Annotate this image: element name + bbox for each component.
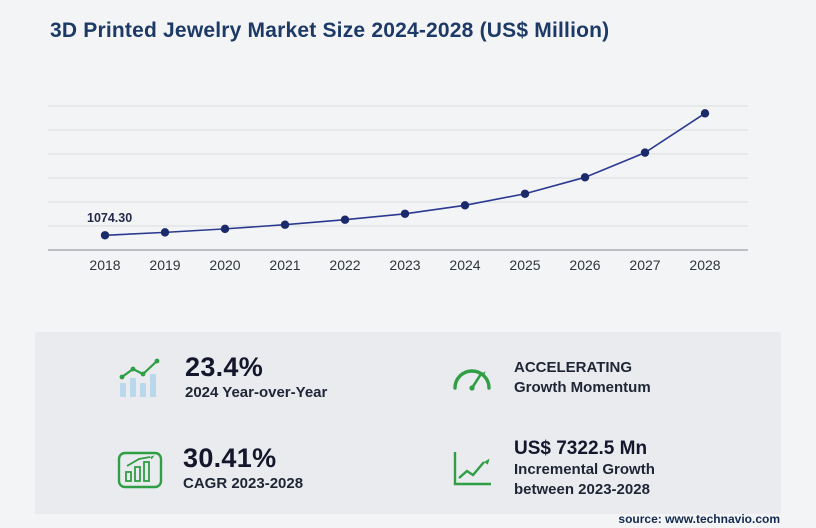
stats-panel: 23.4% 2024 Year-over-Year ACCELERATING G… — [35, 332, 781, 514]
speedometer-icon — [453, 368, 491, 391]
x-axis-label: 2024 — [449, 257, 481, 273]
framed-growth-chart-icon — [117, 451, 163, 488]
x-axis-label: 2022 — [329, 257, 361, 273]
page-title: 3D Printed Jewelry Market Size 2024-2028… — [50, 19, 610, 42]
stat-yoy-growth: 23.4% 2024 Year-over-Year — [35, 332, 408, 423]
incremental-growth-icon — [453, 451, 491, 485]
source-credit: source: www.technavio.com — [618, 512, 780, 526]
x-axis-label: 2026 — [569, 257, 601, 273]
yoy-growth-label: 2024 Year-over-Year — [185, 383, 328, 401]
incremental-growth-line1: Incremental Growth — [514, 461, 655, 479]
x-axis-label: 2027 — [629, 257, 661, 273]
x-axis-labels: 2018 2019 2020 2021 2022 2023 2024 2025 … — [75, 257, 735, 273]
x-axis-label: 2025 — [509, 257, 541, 273]
data-point-label-2018: 1074.30 — [87, 211, 133, 225]
yoy-growth-value: 23.4% — [185, 351, 264, 382]
line-chart-canvas — [48, 105, 748, 251]
cagr-value: 30.41% — [183, 442, 277, 473]
x-axis-label: 2019 — [149, 257, 181, 273]
stat-cagr: 30.41% CAGR 2023-2028 — [35, 423, 408, 514]
x-axis-label: 2023 — [389, 257, 421, 273]
cagr-label: CAGR 2023-2028 — [183, 474, 304, 492]
incremental-growth-line2: between 2023-2028 — [514, 480, 650, 498]
stat-incremental-growth: US$ 7322.5 Mn Incremental Growth between… — [408, 423, 781, 514]
x-axis-label: 2018 — [89, 257, 121, 273]
momentum-line1: ACCELERATING — [514, 359, 633, 376]
incremental-growth-value: US$ 7322.5 Mn — [514, 437, 648, 459]
bar-chart-trend-icon — [119, 358, 160, 397]
x-axis-label: 2021 — [269, 257, 301, 273]
stat-growth-momentum: ACCELERATING Growth Momentum — [408, 332, 781, 423]
x-axis-label: 2020 — [209, 257, 241, 273]
momentum-line2: Growth Momentum — [514, 378, 651, 396]
x-axis-label: 2028 — [689, 257, 721, 273]
